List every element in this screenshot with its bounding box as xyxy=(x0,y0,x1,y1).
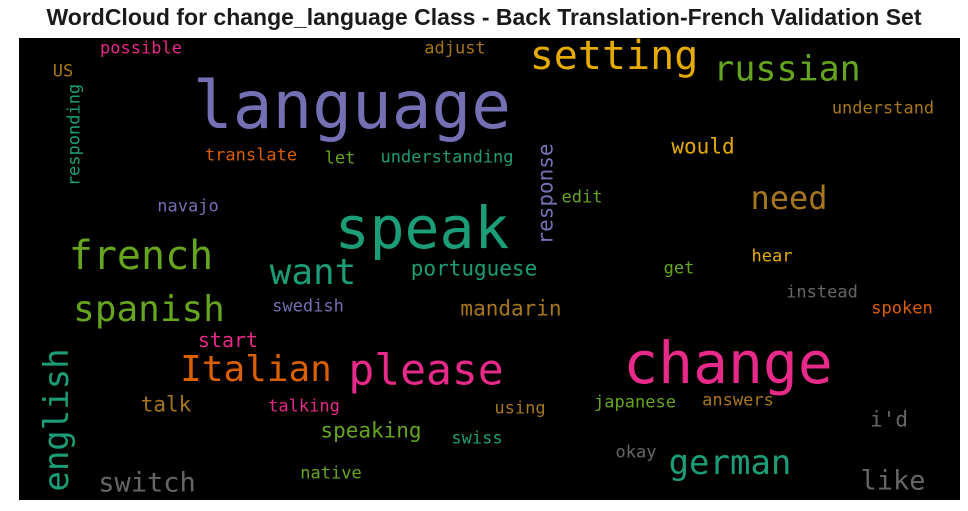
word-english: english xyxy=(37,348,77,492)
word-adjust: adjust xyxy=(424,38,486,59)
word-french: french xyxy=(68,233,214,279)
word-speaking: speaking xyxy=(320,418,422,443)
word-setting: setting xyxy=(529,38,699,79)
word-understanding: understanding xyxy=(380,147,514,168)
word-start: start xyxy=(197,328,259,352)
word-need: need xyxy=(750,179,828,217)
word-swedish: swedish xyxy=(272,296,344,317)
word-us: US xyxy=(52,61,74,82)
word-would: would xyxy=(671,134,735,159)
word-language: language xyxy=(193,67,511,144)
chart-title: WordCloud for change_language Class - Ba… xyxy=(46,4,922,30)
word-switch: switch xyxy=(98,467,196,499)
word-swiss: swiss xyxy=(451,428,503,449)
word-talk: talk xyxy=(140,392,192,417)
word-cloud: language speak change please setting rus… xyxy=(19,38,960,500)
word-answers: answers xyxy=(702,390,774,411)
word-navajo: navajo xyxy=(157,196,219,217)
word-italian: Italian xyxy=(180,349,332,390)
word-instead: instead xyxy=(786,282,858,303)
word-edit: edit xyxy=(561,187,603,208)
word-spanish: spanish xyxy=(73,289,225,330)
word-change: change xyxy=(623,329,833,397)
word-portuguese: portuguese xyxy=(410,256,538,281)
word-mandarin: mandarin xyxy=(460,296,562,321)
word-japanese: japanese xyxy=(594,392,676,413)
word-german: german xyxy=(668,443,792,483)
word-spoken: spoken xyxy=(871,298,933,319)
word-native: native xyxy=(300,463,362,484)
word-i-d: i'd xyxy=(870,407,908,432)
word-translate: translate xyxy=(204,145,298,166)
word-like: like xyxy=(860,465,926,497)
word-hear: hear xyxy=(751,246,793,267)
word-russian: russian xyxy=(713,49,861,90)
word-possible: possible xyxy=(100,38,182,59)
word-want: want xyxy=(269,252,357,293)
word-using: using xyxy=(494,398,546,419)
word-speak: speak xyxy=(334,194,510,262)
word-please: please xyxy=(348,345,504,396)
word-understand: understand xyxy=(831,98,935,119)
word-response: response xyxy=(533,143,558,245)
word-responding: responding xyxy=(64,83,85,187)
word-let: let xyxy=(324,148,356,169)
word-okay: okay xyxy=(615,442,657,463)
word-get: get xyxy=(663,258,695,279)
word-talking: talking xyxy=(268,396,340,417)
